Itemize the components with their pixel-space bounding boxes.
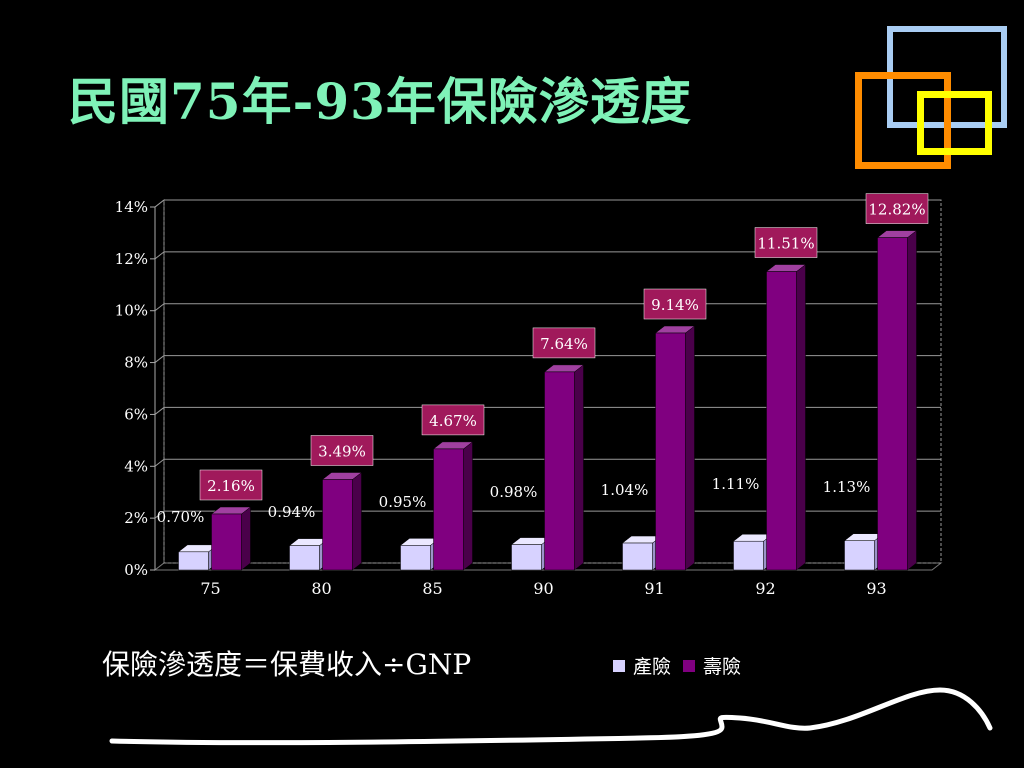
data-label-property: 0.94% <box>268 503 316 521</box>
data-label-property: 0.70% <box>157 508 205 526</box>
bar-life <box>433 448 464 571</box>
bar-property <box>178 551 209 571</box>
x-tick-label: 85 <box>422 579 442 598</box>
data-label-property: 1.11% <box>712 475 760 493</box>
y-tick-label: 8% <box>124 354 148 372</box>
y-tick-label: 2% <box>124 509 148 527</box>
data-label-property: 0.98% <box>490 483 538 501</box>
data-label-box-life <box>199 469 263 501</box>
data-label-life: 3.49% <box>318 443 366 461</box>
data-label-life: 2.16% <box>207 477 255 495</box>
legend-label-life: 壽險 <box>703 656 742 678</box>
x-tick-label: 80 <box>311 579 331 598</box>
gridline-diagonal <box>154 458 165 467</box>
data-label-property: 0.95% <box>379 493 427 511</box>
data-label-life: 11.51% <box>757 235 814 253</box>
legend-label-property: 產險 <box>633 656 672 678</box>
gridline-diagonal <box>154 251 165 260</box>
y-tick-label: 14% <box>115 198 148 216</box>
data-label-life: 4.67% <box>429 412 477 430</box>
legend-swatch-property <box>613 659 625 672</box>
formula-text: 保險滲透度＝保費收入÷GNP <box>102 648 472 681</box>
data-label-property: 1.04% <box>601 481 649 499</box>
bar-property <box>844 540 875 571</box>
x-tick-label: 75 <box>200 579 220 598</box>
data-label-life: 12.82% <box>868 201 925 219</box>
x-tick-label: 91 <box>644 579 664 598</box>
y-tick-label: 4% <box>124 457 148 475</box>
x-tick-label: 92 <box>755 579 775 598</box>
bar-property <box>289 545 320 571</box>
legend-swatch-life <box>683 659 696 672</box>
gridline-diagonal <box>154 199 165 208</box>
y-tick-label: 12% <box>115 250 148 268</box>
bar-life <box>655 332 686 571</box>
legend-item-property: 產險 <box>613 652 671 679</box>
data-label-box-life <box>643 288 707 320</box>
bar-life <box>322 479 353 571</box>
bar-property <box>400 545 431 571</box>
gridline-diagonal <box>154 355 165 363</box>
gridline-diagonal <box>154 407 165 415</box>
chart-legend: 產險 壽險 <box>613 652 753 679</box>
gridline-diagonal <box>154 510 165 519</box>
gridline-diagonal <box>154 303 165 312</box>
page-title: 民國75年-93年保險滲透度 <box>68 72 692 131</box>
y-tick-label: 0% <box>124 561 148 579</box>
bar-life <box>766 271 797 571</box>
data-label-box-life <box>754 227 818 258</box>
data-label-box-life <box>310 435 374 466</box>
data-label-box-life <box>421 404 485 436</box>
decorative-square-yellow <box>917 91 992 155</box>
bar-life <box>877 237 908 571</box>
data-label-box-life <box>532 327 596 359</box>
decorative-square-orange <box>855 72 951 169</box>
bar-life <box>211 513 242 571</box>
data-label-life: 9.14% <box>651 296 699 314</box>
bar-life <box>544 371 575 571</box>
x-tick-label: 93 <box>866 579 886 598</box>
bar-property <box>733 540 764 571</box>
bar-property <box>622 542 653 571</box>
x-tick-label: 90 <box>533 579 553 598</box>
data-label-box-life <box>865 193 929 224</box>
legend-item-life: 壽險 <box>683 652 741 679</box>
bar-property <box>511 544 542 571</box>
y-tick-label: 10% <box>115 302 148 320</box>
y-tick-label: 6% <box>124 405 148 423</box>
penetration-bar-chart: 0% 2% 4% 6% 8% 10% 12% 14% 2.16%0.70% 75 3.49% 0.94… <box>115 193 943 598</box>
data-label-life: 7.64% <box>540 335 588 353</box>
data-label-property: 1.13% <box>823 478 871 496</box>
